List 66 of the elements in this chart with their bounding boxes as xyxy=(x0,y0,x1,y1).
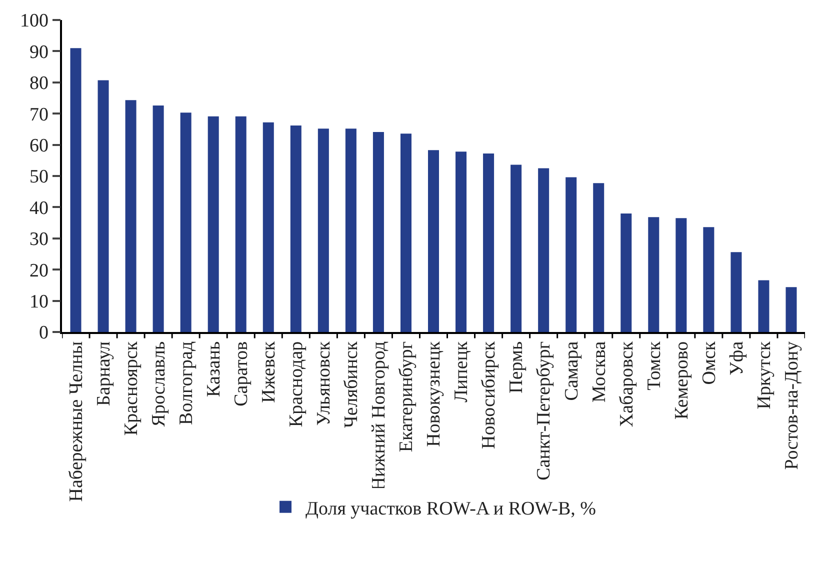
x-tick-label: Красноярск xyxy=(120,340,142,436)
bar xyxy=(400,134,412,332)
y-tick-label: 30 xyxy=(29,229,48,250)
bar xyxy=(593,183,604,332)
x-tick-label: Нижний Новгород xyxy=(368,341,390,491)
x-tick-label: Казань xyxy=(204,341,225,397)
x-tick-label: Липецк xyxy=(451,340,472,402)
bar xyxy=(290,125,302,332)
x-tick-label: Новосибирск xyxy=(478,340,500,449)
bar xyxy=(428,150,439,332)
bar xyxy=(786,287,797,332)
bar xyxy=(510,164,522,332)
bar xyxy=(676,218,687,332)
x-tick-label: Ульяновск xyxy=(314,340,335,426)
y-tick-label: 90 xyxy=(29,42,48,63)
bar xyxy=(703,227,714,332)
x-tick-label: Уфа xyxy=(726,340,748,376)
x-tick-label: Иркутск xyxy=(754,340,775,410)
y-tick-label: 0 xyxy=(38,322,48,344)
bar xyxy=(345,128,356,332)
bar xyxy=(235,116,246,332)
bar xyxy=(648,217,660,332)
x-tick-label: Ижевск xyxy=(258,340,280,403)
y-tick-label: 60 xyxy=(29,135,48,156)
x-tick-label: Новокузнецк xyxy=(424,340,445,447)
x-tick-label: Пермь xyxy=(506,341,528,394)
y-tick-label: 70 xyxy=(29,104,48,126)
x-tick-label: Москва xyxy=(588,340,610,403)
x-tick-label: Саратов xyxy=(231,341,252,406)
y-tick-label: 50 xyxy=(29,166,48,188)
bar xyxy=(208,116,219,332)
bar xyxy=(758,280,770,332)
bar xyxy=(262,122,274,332)
bar xyxy=(730,252,742,332)
x-tick-label: Томск xyxy=(644,340,665,390)
bar xyxy=(152,105,164,332)
bar xyxy=(180,112,192,332)
x-tick-label: Омск xyxy=(698,340,720,385)
x-tick-label: Барнаул xyxy=(93,340,114,406)
bar xyxy=(372,132,384,332)
y-tick-label: 80 xyxy=(29,73,48,94)
x-tick-label: Краснодар xyxy=(286,341,308,428)
x-tick-label: Челябинск xyxy=(341,340,362,428)
bar xyxy=(620,213,632,332)
bar xyxy=(483,154,494,332)
x-tick-label: Екатеринбург xyxy=(396,341,418,452)
bar xyxy=(566,177,577,332)
x-tick-label: Волгоград xyxy=(176,341,198,425)
y-tick-label: 40 xyxy=(29,198,48,219)
bar xyxy=(125,100,136,332)
bar xyxy=(98,80,109,332)
y-tick-label: 10 xyxy=(29,291,48,312)
legend-label: Доля участков ROW-A и ROW-B, % xyxy=(306,498,596,520)
y-tick-label: 20 xyxy=(29,260,48,282)
x-tick-label: Санкт-Петербург xyxy=(534,341,555,480)
x-tick-label: Ростов-на-Дону xyxy=(781,340,802,470)
x-tick-label: Самара xyxy=(561,340,582,401)
x-tick-label: Ярославль xyxy=(148,341,170,427)
bar xyxy=(538,168,550,332)
x-tick-label: Набережные Челны xyxy=(66,341,87,502)
bar xyxy=(456,152,467,332)
x-tick-label: Кемерово xyxy=(671,341,692,420)
x-tick-label: Хабаровск xyxy=(616,340,638,428)
bar xyxy=(70,48,82,332)
y-tick-label: 100 xyxy=(20,10,48,32)
bar xyxy=(318,128,329,332)
